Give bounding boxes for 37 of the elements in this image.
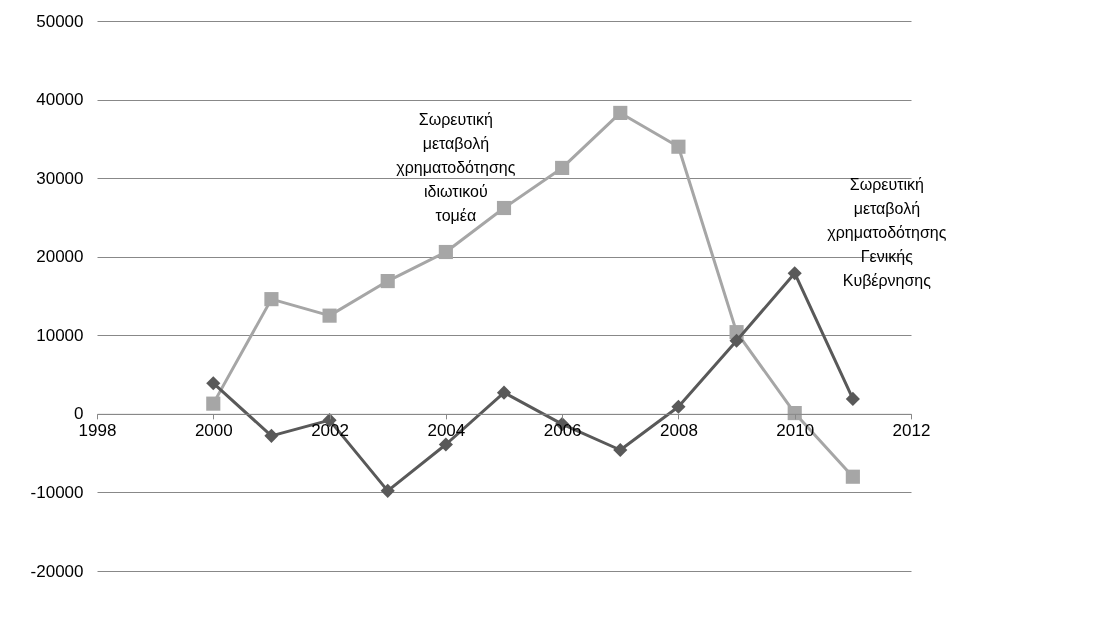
x-tick-label: 2000	[194, 421, 233, 441]
y-tick-label: 40000	[36, 90, 84, 110]
point	[380, 483, 395, 498]
point	[787, 406, 802, 421]
point	[671, 399, 686, 414]
point	[264, 428, 279, 443]
point	[496, 200, 512, 216]
point	[613, 442, 628, 458]
point	[380, 274, 395, 289]
point	[206, 376, 221, 391]
y-tick-label: -20000	[30, 561, 84, 581]
y-tick-label: 0	[74, 404, 84, 424]
point	[671, 139, 686, 154]
x-tick-label: 2012	[892, 421, 931, 441]
x-tick-label: 2006	[543, 421, 582, 441]
point	[845, 469, 860, 484]
y-tick-label: 20000	[36, 247, 84, 267]
y-tick-label: -10000	[30, 482, 84, 502]
x-tick-label: 2008	[660, 421, 698, 441]
point	[206, 396, 221, 411]
point	[496, 385, 512, 400]
point	[787, 266, 802, 281]
series-label: Σωρευτική μεταβολή χρηματοδότησης ιδιωτικού τομέα	[396, 111, 516, 224]
y-tick-label: 10000	[36, 325, 84, 345]
point	[322, 308, 337, 323]
point	[613, 105, 628, 120]
point	[555, 160, 570, 175]
y-tick-label: 30000	[36, 168, 84, 188]
x-tick-label: 2010	[776, 421, 815, 441]
point	[264, 292, 279, 307]
point	[729, 333, 744, 348]
series-label: Σωρευτική μεταβολή χρηματοδότησης Γενικής Κυβέρνησης	[827, 175, 947, 289]
point	[845, 391, 860, 406]
y-tick-label: 50000	[36, 11, 84, 31]
point	[438, 244, 453, 260]
x-tick-label: 1998	[78, 421, 117, 441]
point	[438, 437, 453, 452]
